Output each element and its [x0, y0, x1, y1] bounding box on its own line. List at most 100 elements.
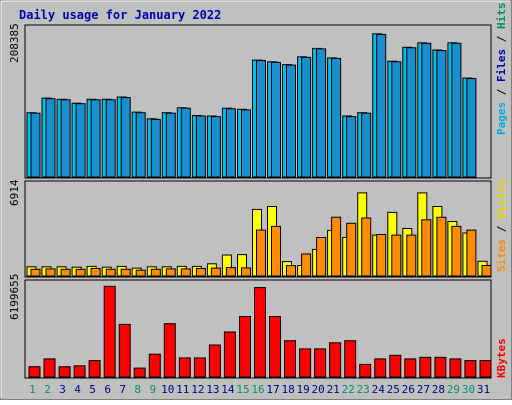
bar-files-day-25: [391, 61, 402, 178]
bar-files-day-8: [135, 112, 146, 178]
bar-kbytes-day-30: [464, 360, 477, 378]
bar-kbytes-day-1: [28, 366, 41, 378]
day-label-11: 11: [176, 383, 189, 396]
bar-kbytes-day-4: [73, 365, 86, 378]
bar-sites-day-17: [271, 225, 281, 277]
bar-sites-day-4: [75, 268, 86, 277]
bar-kbytes-day-9: [148, 353, 161, 378]
bar-kbytes-day-12: [193, 357, 206, 378]
bar-sites-day-25: [391, 234, 402, 277]
bar-kbytes-day-10: [163, 323, 176, 378]
bar-sites-day-12: [195, 268, 206, 277]
day-label-4: 4: [74, 383, 81, 396]
bar-files-day-7: [120, 97, 131, 178]
bar-kbytes-day-25: [389, 354, 402, 378]
day-label-24: 24: [372, 383, 386, 396]
day-label-12: 12: [191, 383, 204, 396]
bar-kbytes-day-28: [434, 356, 447, 378]
legend-separator: /: [495, 82, 508, 102]
bar-kbytes-day-11: [178, 357, 191, 378]
bar-sites-day-29: [451, 225, 462, 277]
bar-kbytes-day-3: [58, 366, 71, 378]
day-label-17: 17: [266, 383, 279, 396]
bar-sites-day-6: [105, 268, 116, 277]
bar-files-day-6: [105, 99, 116, 178]
bar-files-day-1: [30, 112, 41, 178]
bar-sites-day-30: [466, 229, 477, 277]
bar-files-day-23: [361, 112, 372, 178]
bar-kbytes-day-29: [449, 358, 462, 378]
bar-files-day-15: [241, 109, 251, 178]
bar-files-day-28: [436, 50, 447, 178]
bar-files-day-29: [451, 42, 462, 178]
bar-kbytes-day-19: [299, 348, 312, 378]
bar-files-day-13: [210, 116, 221, 178]
bar-sites-day-16: [256, 229, 266, 277]
bar-kbytes-day-31: [479, 360, 492, 378]
legend-item-hits: Hits: [495, 3, 508, 30]
day-label-25: 25: [387, 383, 400, 396]
legend-item-kbytes: KBytes: [495, 338, 508, 378]
bar-sites-day-10: [165, 268, 176, 277]
legend-sites-visits: Sites / Visits: [495, 179, 508, 272]
bar-kbytes-day-16: [254, 287, 266, 378]
bar-kbytes-day-5: [88, 360, 101, 378]
bar-sites-day-26: [406, 234, 417, 277]
bar-sites-day-9: [150, 268, 161, 277]
bar-kbytes-day-21: [329, 342, 342, 378]
bar-sites-day-11: [180, 268, 191, 277]
bar-sites-day-27: [421, 219, 432, 277]
bar-sites-day-31: [481, 265, 492, 277]
hits-files-pages-panel: [24, 24, 492, 179]
bar-sites-day-22: [346, 222, 357, 277]
bar-kbytes-day-8: [133, 367, 146, 378]
bar-files-day-22: [346, 116, 357, 178]
bar-sites-day-5: [90, 268, 101, 277]
bar-sites-day-3: [60, 268, 71, 277]
bar-kbytes-day-17: [269, 316, 281, 378]
day-label-18: 18: [281, 383, 294, 396]
legend-item-files: Files: [495, 49, 508, 82]
bar-files-day-4: [75, 103, 86, 178]
bar-files-day-14: [225, 108, 236, 178]
bar-files-day-21: [331, 57, 342, 178]
legend-text: Sites / Visits: [495, 179, 508, 272]
bar-sites-day-8: [135, 269, 146, 277]
bar-files-day-9: [150, 118, 161, 178]
legend-kbytes: KBytes: [495, 338, 508, 378]
bar-files-day-5: [90, 99, 101, 178]
visits-sites-panel: [24, 180, 492, 278]
day-label-16: 16: [251, 383, 264, 396]
day-label-5: 5: [89, 383, 96, 396]
day-label-2: 2: [44, 383, 51, 396]
day-label-13: 13: [206, 383, 219, 396]
bar-sites-day-1: [30, 268, 41, 277]
legend-text: KBytes: [495, 338, 508, 378]
hits-files-max-label: 208385: [8, 23, 21, 63]
bar-files-day-10: [165, 112, 176, 178]
bar-kbytes-day-15: [239, 316, 251, 378]
bar-kbytes-day-24: [374, 358, 387, 378]
bar-files-day-3: [60, 99, 71, 178]
bar-files-day-18: [286, 64, 296, 178]
day-label-3: 3: [59, 383, 66, 396]
bar-sites-day-20: [316, 237, 327, 277]
bar-kbytes-day-18: [284, 340, 296, 378]
bar-sites-day-13: [210, 267, 221, 277]
kbytes-panel: [24, 279, 492, 379]
bar-kbytes-day-20: [314, 348, 327, 378]
legend-item-sites: Sites: [495, 239, 508, 272]
bar-files-day-24: [376, 33, 387, 178]
bar-sites-day-15: [241, 267, 251, 277]
kbytes-max-label: 6199655: [8, 274, 21, 320]
bar-sites-day-23: [361, 217, 372, 277]
bar-files-day-12: [195, 115, 206, 178]
day-label-20: 20: [311, 383, 324, 396]
bar-kbytes-day-13: [208, 344, 221, 378]
bar-files-day-2: [45, 98, 56, 178]
legend-item-pages: Pages: [495, 102, 508, 135]
day-label-28: 28: [432, 383, 445, 396]
day-label-14: 14: [221, 383, 235, 396]
day-label-22: 22: [342, 383, 355, 396]
day-label-27: 27: [417, 383, 430, 396]
